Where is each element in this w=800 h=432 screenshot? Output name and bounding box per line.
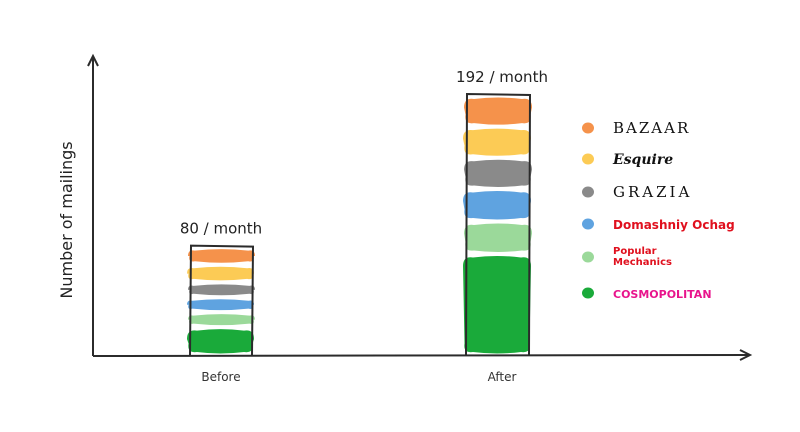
x-axis bbox=[92, 354, 749, 357]
legend-label-domashniy-ochag: Domashniy Ochag bbox=[613, 218, 735, 232]
legend-swatch-bazaar bbox=[582, 122, 594, 134]
legend-label-popular-mechanics: Popular Mechanics bbox=[613, 246, 672, 268]
legend-swatch-esquire bbox=[582, 153, 594, 165]
legend-swatch-grazia bbox=[582, 186, 594, 198]
legend-swatch-popular-mechanics bbox=[582, 251, 594, 263]
bar-segment-after-esquire bbox=[463, 128, 531, 156]
category-label-after: After bbox=[488, 370, 517, 384]
bar-outline-after bbox=[465, 92, 532, 356]
y-axis-arrow bbox=[87, 53, 99, 67]
bars-layer: 80 / month Before 192 / month After bbox=[180, 68, 548, 384]
bar-segment-before-domashniy-ochag bbox=[187, 299, 254, 311]
bar-segment-before-grazia bbox=[188, 284, 255, 296]
legend-label-cosmopolitan: COSMOPOLITAN bbox=[613, 288, 712, 301]
bar-segment-after-popular-mechanics bbox=[464, 223, 532, 252]
bar-segment-before-esquire bbox=[187, 266, 254, 281]
legend-swatch-domashniy-ochag bbox=[582, 218, 594, 230]
legend-swatch-cosmopolitan bbox=[582, 287, 594, 299]
legend: BAZAAR Esquire GRAZIA Domashniy Ochag Popula… bbox=[582, 119, 735, 301]
y-axis-label: Number of mailings bbox=[57, 141, 76, 298]
bar-segment-after-bazaar bbox=[464, 97, 532, 125]
bar-segment-after-domashniy-ochag bbox=[463, 190, 531, 220]
bar-segment-after-cosmopolitan bbox=[463, 255, 531, 354]
bar-segment-before-bazaar bbox=[188, 249, 255, 263]
bar-segment-before-popular-mechanics bbox=[188, 314, 255, 326]
bar-segment-before-cosmopolitan bbox=[187, 329, 254, 354]
category-label-before: Before bbox=[201, 370, 240, 384]
legend-label-grazia: GRAZIA bbox=[613, 183, 692, 201]
legend-label-bazaar: BAZAAR bbox=[613, 119, 690, 137]
bar-outline-before bbox=[189, 244, 255, 356]
total-label-before: 80 / month bbox=[180, 220, 262, 238]
legend-label-esquire: Esquire bbox=[612, 152, 673, 168]
x-axis-arrow bbox=[739, 349, 753, 361]
total-label-after: 192 / month bbox=[456, 68, 548, 86]
bar-segment-after-grazia bbox=[464, 159, 532, 187]
